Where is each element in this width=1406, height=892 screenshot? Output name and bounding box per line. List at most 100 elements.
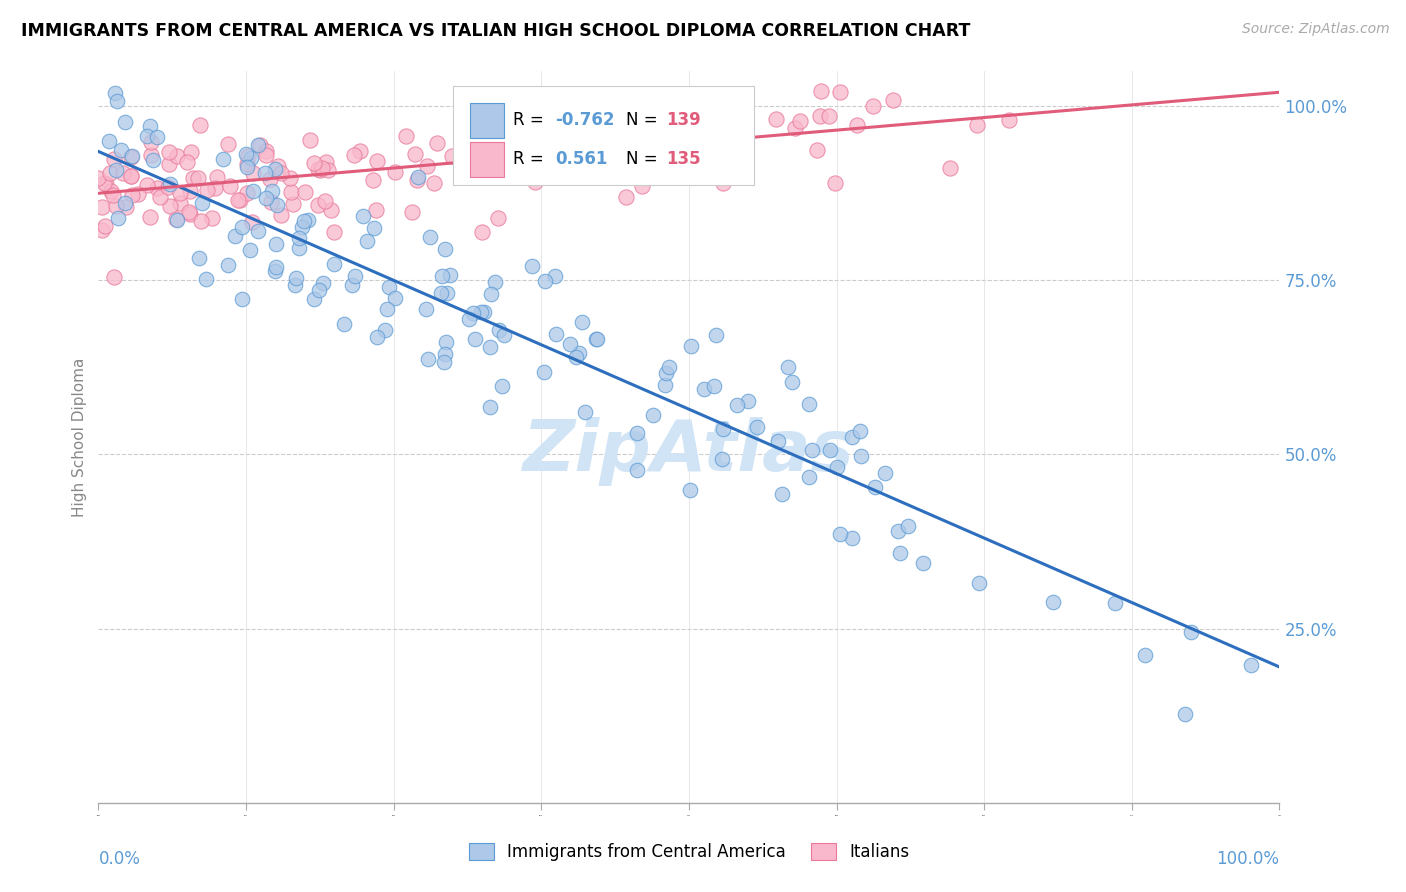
Point (703, 378, 725, 392)
Point (423, 176, 446, 190)
Point (311, 276, 333, 290)
Point (107, 211, 129, 225)
Point (93, 176, 115, 190)
Point (967, 576, 990, 591)
Point (730, 137, 752, 152)
Point (249, 137, 271, 152)
Point (401, 205, 423, 219)
Point (103, 187, 125, 202)
Point (100, 184, 122, 198)
Point (266, 237, 288, 252)
Point (139, 119, 162, 133)
Point (706, 328, 728, 343)
Point (785, 121, 807, 136)
Point (770, 486, 793, 500)
Point (488, 323, 510, 337)
Point (254, 148, 277, 162)
Point (180, 145, 202, 159)
Point (201, 211, 224, 226)
Point (824, 176, 846, 190)
Point (451, 136, 474, 151)
FancyBboxPatch shape (453, 86, 754, 185)
Point (470, 305, 492, 319)
Point (626, 426, 648, 441)
Point (159, 199, 181, 213)
Point (725, 398, 748, 412)
Point (231, 292, 253, 306)
Point (98, 134, 121, 148)
Legend: Immigrants from Central America, Italians: Immigrants from Central America, Italian… (463, 836, 915, 868)
Point (938, 161, 960, 175)
Point (505, 155, 527, 169)
Text: Source: ZipAtlas.com: Source: ZipAtlas.com (1241, 22, 1389, 37)
Point (586, 332, 609, 346)
Point (121, 149, 143, 163)
Point (457, 312, 479, 326)
Point (818, 442, 841, 457)
Point (121, 188, 143, 202)
Point (217, 137, 239, 152)
Point (889, 546, 911, 560)
Point (544, 268, 567, 283)
Point (136, 129, 159, 144)
Point (190, 214, 212, 228)
Point (194, 272, 217, 286)
Point (314, 194, 336, 209)
Point (654, 377, 676, 392)
Point (191, 195, 214, 210)
Point (217, 258, 239, 272)
Point (494, 328, 516, 343)
Point (432, 268, 454, 283)
Point (619, 129, 641, 144)
Point (568, 346, 591, 360)
Point (169, 196, 191, 211)
Point (352, 209, 374, 223)
Point (319, 203, 342, 218)
Point (713, 177, 735, 191)
Point (780, 375, 803, 389)
Point (464, 332, 486, 346)
Text: 139: 139 (666, 112, 702, 129)
Point (797, 470, 820, 484)
Point (240, 215, 263, 229)
Point (361, 173, 384, 187)
Text: 135: 135 (666, 150, 702, 168)
Point (169, 186, 191, 201)
Point (292, 214, 315, 228)
Point (115, 200, 138, 214)
Point (264, 264, 287, 278)
Point (287, 231, 309, 245)
Point (801, 442, 824, 457)
Point (849, 449, 872, 463)
Point (259, 171, 281, 186)
Point (655, 367, 678, 381)
Point (247, 138, 270, 153)
Point (395, 129, 418, 144)
Point (267, 159, 290, 173)
Point (374, 323, 396, 337)
Point (242, 184, 264, 198)
Point (297, 213, 319, 227)
Point (90, 200, 112, 214)
Point (526, 152, 548, 166)
Point (307, 198, 329, 212)
Point (484, 131, 506, 145)
Point (378, 279, 401, 293)
Point (315, 155, 337, 169)
Point (1180, 624, 1202, 639)
Point (226, 193, 249, 207)
Point (236, 157, 259, 171)
Point (709, 113, 731, 128)
Point (284, 277, 307, 292)
Point (349, 145, 371, 159)
Point (114, 196, 136, 211)
Point (146, 130, 169, 145)
Point (262, 184, 284, 198)
Point (136, 178, 159, 193)
Text: -0.762: -0.762 (555, 112, 614, 129)
Point (333, 317, 356, 331)
Point (631, 179, 654, 194)
Point (236, 148, 259, 162)
Point (294, 186, 316, 200)
Point (235, 147, 257, 161)
